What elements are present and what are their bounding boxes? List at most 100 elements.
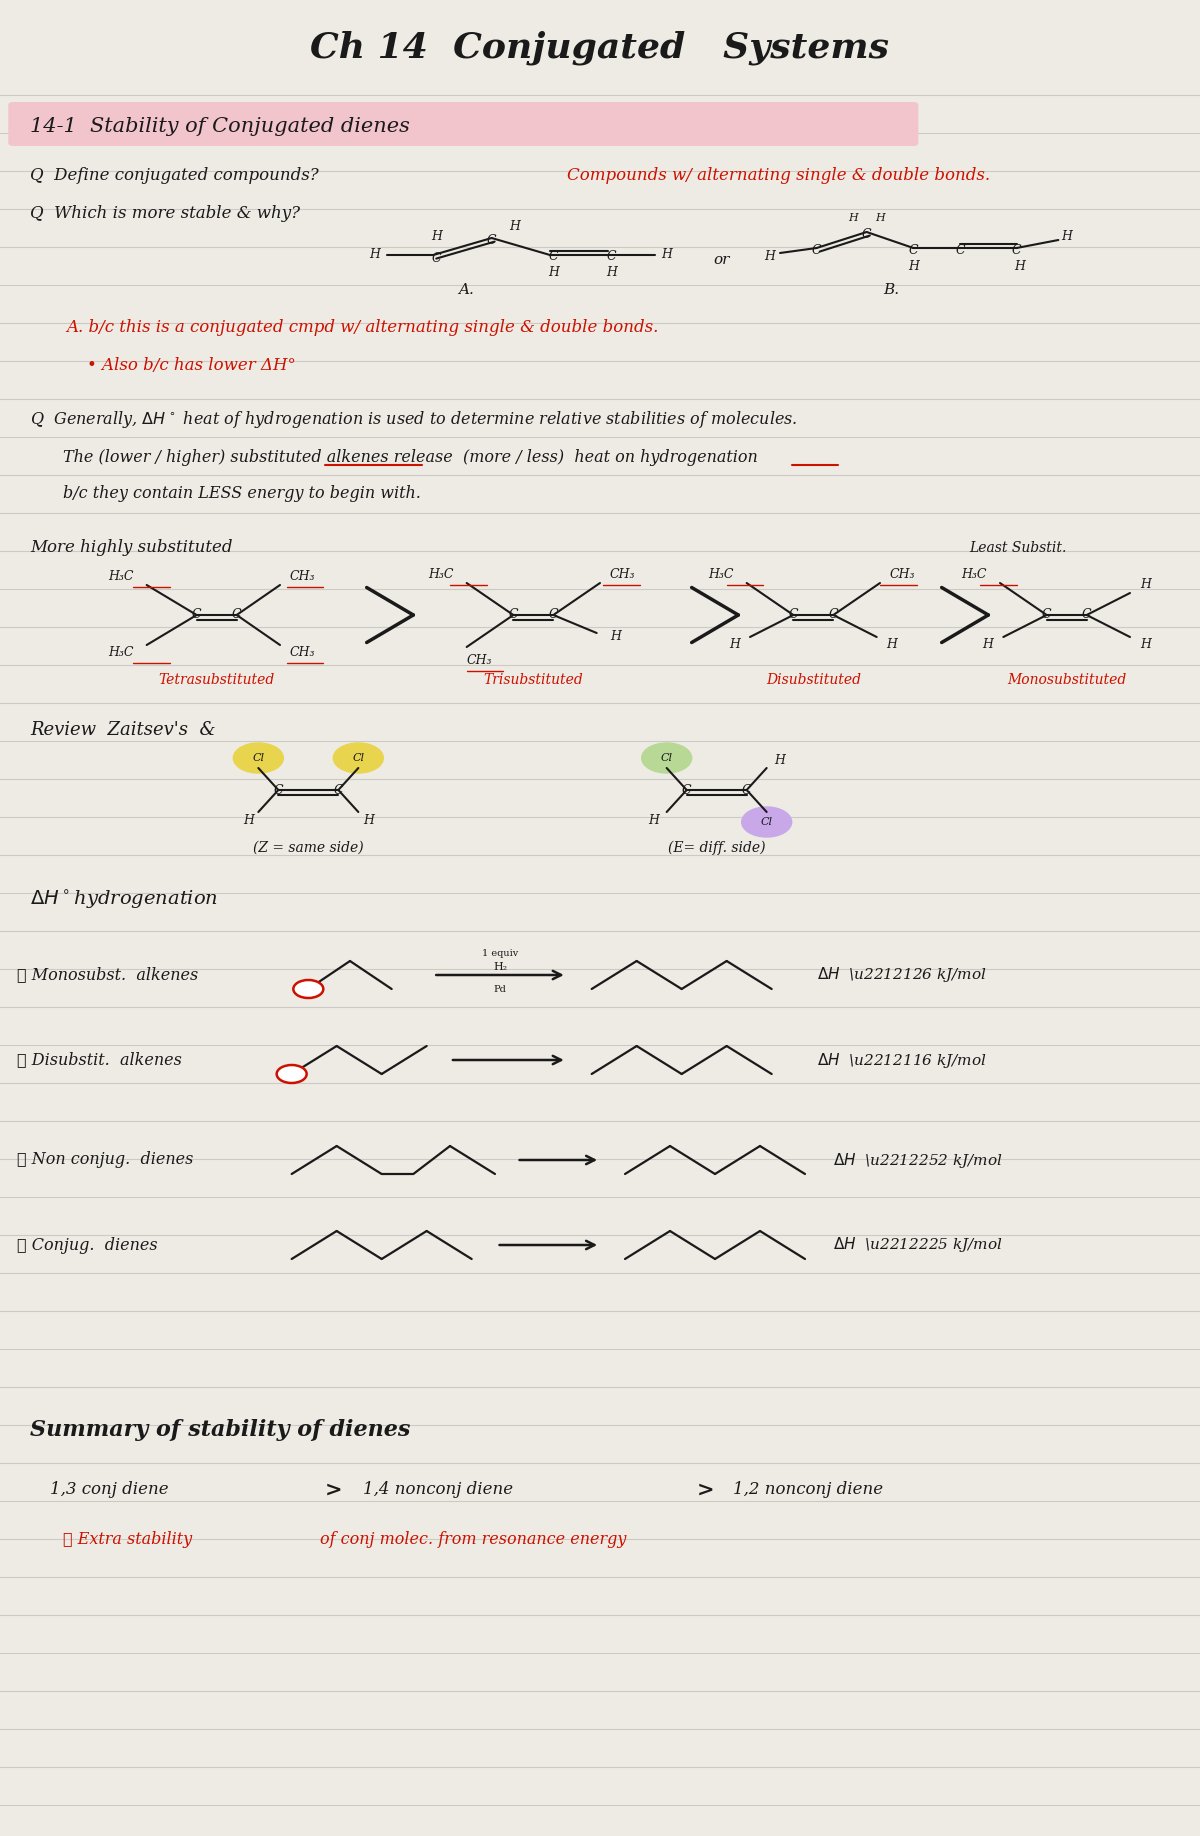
- Text: H: H: [908, 259, 919, 272]
- Text: H: H: [983, 639, 994, 652]
- Text: (E= diff. side): (E= diff. side): [668, 841, 766, 856]
- Text: H: H: [1140, 578, 1151, 591]
- Text: Monosubstituted: Monosubstituted: [1007, 674, 1127, 687]
- Text: Q  Generally, $\Delta H^\circ$ heat of hydrogenation is used to determine relati: Q Generally, $\Delta H^\circ$ heat of hy…: [30, 409, 798, 430]
- Text: Trisubstituted: Trisubstituted: [484, 674, 583, 687]
- Text: A. b/c this is a conjugated cmpd w/ alternating single & double bonds.: A. b/c this is a conjugated cmpd w/ alte…: [67, 319, 659, 336]
- Text: H₃C: H₃C: [428, 569, 454, 582]
- Text: C: C: [1042, 608, 1051, 622]
- Text: C: C: [334, 784, 343, 797]
- Text: H: H: [1061, 230, 1072, 242]
- Text: Least Substit.: Least Substit.: [970, 542, 1067, 554]
- Text: ③ Non conjug.  dienes: ③ Non conjug. dienes: [17, 1151, 193, 1168]
- Text: C: C: [1012, 244, 1021, 257]
- Text: 1,3 conj diene: 1,3 conj diene: [50, 1482, 169, 1498]
- Text: or: or: [713, 253, 730, 266]
- Text: H₂: H₂: [493, 962, 508, 971]
- Text: Q  Define conjugated compounds?: Q Define conjugated compounds?: [30, 167, 319, 184]
- Text: H₃C: H₃C: [108, 646, 133, 659]
- Text: ② Disubstit.  alkenes: ② Disubstit. alkenes: [17, 1052, 181, 1069]
- Text: H: H: [242, 813, 253, 826]
- Text: H: H: [764, 250, 775, 263]
- Text: H: H: [648, 813, 659, 826]
- Circle shape: [293, 980, 323, 999]
- Circle shape: [742, 808, 792, 837]
- Text: C: C: [607, 250, 617, 264]
- Text: H: H: [875, 213, 884, 222]
- Text: H: H: [548, 266, 559, 279]
- Text: ④ Conjug.  dienes: ④ Conjug. dienes: [17, 1236, 157, 1254]
- Text: C: C: [908, 244, 918, 257]
- Text: C: C: [548, 250, 558, 264]
- Text: H: H: [431, 231, 442, 244]
- Text: CH₃: CH₃: [467, 654, 492, 668]
- Text: Cl: Cl: [761, 817, 773, 826]
- Text: • Also b/c has lower ΔH°: • Also b/c has lower ΔH°: [86, 356, 295, 373]
- Text: Review  Zaitsev's  &: Review Zaitsev's &: [30, 722, 216, 740]
- Text: C: C: [1082, 608, 1092, 622]
- Text: C: C: [232, 608, 241, 622]
- Text: CH₃: CH₃: [890, 569, 916, 582]
- Text: C: C: [548, 608, 558, 622]
- Text: Ch 14  Conjugated   Systems: Ch 14 Conjugated Systems: [311, 31, 889, 66]
- Text: ① Monosubst.  alkenes: ① Monosubst. alkenes: [17, 966, 198, 984]
- Text: Disubstituted: Disubstituted: [766, 674, 860, 687]
- Circle shape: [293, 980, 323, 999]
- Text: H: H: [610, 630, 620, 643]
- Text: Summary of stability of dienes: Summary of stability of dienes: [30, 1419, 410, 1441]
- Text: C: C: [742, 784, 751, 797]
- Text: H: H: [606, 266, 617, 279]
- Text: C: C: [432, 252, 442, 264]
- Text: H: H: [774, 753, 786, 766]
- Text: C: C: [682, 784, 691, 797]
- Text: Compounds w/ alternating single & double bonds.: Compounds w/ alternating single & double…: [566, 167, 990, 184]
- FancyBboxPatch shape: [8, 103, 918, 147]
- Text: H: H: [370, 248, 380, 261]
- Text: CH₃: CH₃: [290, 646, 316, 659]
- Text: Tetrasubstituted: Tetrasubstituted: [158, 674, 275, 687]
- Text: b/c they contain LESS energy to begin with.: b/c they contain LESS energy to begin wi…: [64, 485, 421, 503]
- Text: H: H: [848, 213, 858, 222]
- Text: 1 equiv: 1 equiv: [482, 949, 518, 958]
- Text: H: H: [510, 220, 521, 233]
- Text: H: H: [730, 639, 740, 652]
- Text: H₃C: H₃C: [108, 571, 133, 584]
- Text: C: C: [192, 608, 202, 622]
- Text: Cl: Cl: [353, 753, 365, 764]
- Text: >: >: [697, 1480, 714, 1500]
- Text: H: H: [1014, 259, 1026, 272]
- Text: CH₃: CH₃: [610, 569, 636, 582]
- Circle shape: [277, 1065, 307, 1083]
- Text: C: C: [487, 233, 497, 246]
- Text: B.: B.: [883, 283, 900, 297]
- Text: Pd: Pd: [493, 986, 506, 995]
- Text: C: C: [812, 244, 822, 257]
- Text: The (lower / higher) substituted alkenes release  (more / less)  heat on hydroge: The (lower / higher) substituted alkenes…: [64, 448, 758, 466]
- Text: H: H: [362, 813, 373, 826]
- Text: $\Delta H^\circ$hydrogenation: $\Delta H^\circ$hydrogenation: [30, 889, 218, 912]
- Text: 1,4 nonconj diene: 1,4 nonconj diene: [364, 1482, 514, 1498]
- Text: H₃C: H₃C: [961, 569, 986, 582]
- Text: $\Delta H$  \u2212126 kJ/mol: $\Delta H$ \u2212126 kJ/mol: [817, 966, 986, 984]
- Text: C: C: [788, 608, 798, 622]
- Text: H: H: [887, 639, 898, 652]
- Text: H: H: [1140, 639, 1151, 652]
- Text: CH₃: CH₃: [290, 571, 316, 584]
- Text: H: H: [661, 248, 672, 261]
- Circle shape: [233, 744, 283, 773]
- Text: C: C: [828, 608, 838, 622]
- Text: $\Delta H$  \u2212252 kJ/mol: $\Delta H$ \u2212252 kJ/mol: [833, 1151, 1003, 1170]
- Text: >: >: [325, 1480, 342, 1500]
- Text: C: C: [862, 228, 871, 241]
- Text: 14-1  Stability of Conjugated dienes: 14-1 Stability of Conjugated dienes: [30, 118, 410, 136]
- Text: $\Delta H$  \u2212116 kJ/mol: $\Delta H$ \u2212116 kJ/mol: [817, 1050, 986, 1070]
- Text: H₃C: H₃C: [708, 569, 733, 582]
- Text: Cl: Cl: [252, 753, 264, 764]
- Text: C: C: [509, 608, 518, 622]
- Text: C: C: [955, 244, 965, 257]
- Text: A.: A.: [458, 283, 474, 297]
- Text: Cl: Cl: [661, 753, 673, 764]
- Text: 1,2 nonconj diene: 1,2 nonconj diene: [733, 1482, 883, 1498]
- Text: Q  Which is more stable & why?: Q Which is more stable & why?: [30, 204, 300, 222]
- Text: C: C: [274, 784, 283, 797]
